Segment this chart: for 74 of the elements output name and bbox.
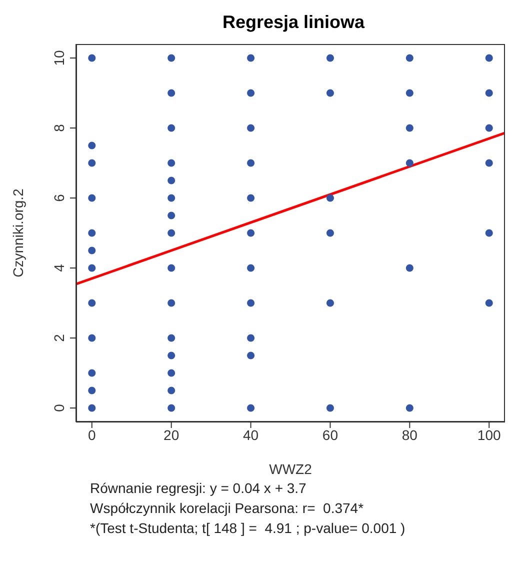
- point: [485, 299, 493, 307]
- x-tick-label: 0: [88, 426, 96, 443]
- point: [246, 89, 255, 97]
- point: [326, 299, 334, 307]
- point: [168, 124, 176, 132]
- x-tick-label: 40: [242, 426, 259, 443]
- point: [168, 386, 176, 394]
- point: [406, 124, 414, 132]
- point: [88, 386, 96, 394]
- chart-title: Regresja liniowa: [221, 12, 366, 32]
- point: [406, 404, 414, 412]
- point: [88, 299, 96, 307]
- point: [168, 176, 176, 184]
- y-tick-label: 6: [51, 194, 67, 202]
- x-tick-label: 100: [477, 426, 502, 443]
- point: [246, 299, 255, 307]
- point: [168, 159, 176, 167]
- point: [326, 89, 334, 97]
- point: [168, 299, 176, 307]
- point: [246, 352, 255, 360]
- point: [406, 54, 414, 62]
- point: [88, 369, 96, 377]
- point: [246, 124, 255, 132]
- text: *(Test t-Studenta; t[ 148 ] = 4.91 ; p-value= 0.001 ): [90, 519, 406, 538]
- text: Współczynnik korelacji Pearsona: r= 0.374*: [90, 499, 365, 518]
- point: [168, 89, 176, 97]
- point: [88, 334, 96, 342]
- point: [246, 264, 255, 272]
- point: [246, 194, 255, 202]
- point: [88, 142, 96, 150]
- point: [168, 334, 176, 342]
- point: [485, 229, 493, 237]
- point: [88, 159, 96, 167]
- point: [88, 229, 96, 237]
- point: [88, 404, 96, 412]
- x-tick-label: 20: [164, 426, 180, 443]
- point: [168, 264, 176, 272]
- point: [88, 54, 96, 62]
- point: [485, 89, 493, 97]
- x-tick-label: 60: [322, 426, 338, 443]
- point: [485, 159, 493, 167]
- point: [88, 264, 96, 272]
- point: [168, 369, 176, 377]
- point: [246, 54, 255, 62]
- point: [168, 54, 176, 62]
- text: Równanie regresji: y = 0.04 x + 3.7: [90, 479, 308, 498]
- point: [88, 194, 96, 202]
- point: [168, 194, 176, 202]
- point: [326, 194, 334, 202]
- y-axis-title: Czynniki.org.2: [10, 188, 26, 278]
- point: [326, 54, 334, 62]
- point: [246, 334, 255, 342]
- y-tick-label: 0: [51, 404, 67, 412]
- point: [168, 229, 176, 237]
- y-tick-label: 8: [51, 124, 67, 132]
- y-tick-label: 2: [51, 334, 67, 342]
- point: [168, 404, 176, 412]
- point: [326, 229, 334, 237]
- point: [168, 352, 176, 360]
- x-tick-label: 80: [402, 426, 418, 443]
- point: [246, 159, 255, 167]
- point: [406, 264, 414, 272]
- y-tick-label: 10: [51, 50, 67, 66]
- y-tick-label: 4: [51, 264, 67, 272]
- point: [168, 212, 176, 220]
- point: [88, 246, 96, 254]
- point: [406, 159, 414, 167]
- x-axis-title: WWZ2: [269, 461, 312, 477]
- point: [326, 404, 334, 412]
- point: [246, 229, 255, 237]
- point: [406, 89, 414, 97]
- point: [485, 54, 493, 62]
- point: [246, 404, 255, 412]
- point: [485, 124, 493, 132]
